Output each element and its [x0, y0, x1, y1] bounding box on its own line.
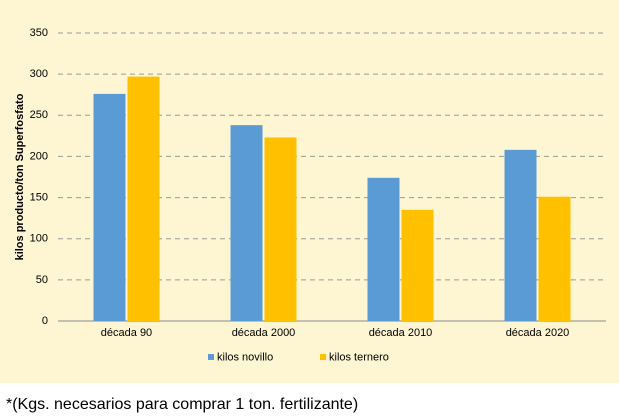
y-tick-label: 250: [30, 109, 48, 121]
y-tick-label: 150: [30, 191, 48, 203]
y-axis-label: kilos producto/ton Superfosfato: [14, 93, 26, 260]
x-tick-label: década 2020: [506, 327, 570, 339]
legend-swatch: [320, 354, 326, 360]
y-tick-label: 300: [30, 68, 48, 80]
legend-swatch: [208, 354, 214, 360]
footnote: *(Kgs. necesarios para comprar 1 ton. fe…: [6, 396, 358, 413]
x-tick-label: década 2000: [232, 327, 296, 339]
bar: [504, 149, 537, 321]
legend-label: kilos ternero: [329, 351, 389, 363]
bar: [264, 137, 297, 321]
bar: [367, 177, 400, 321]
y-tick-label: 350: [30, 27, 48, 39]
bar: [538, 196, 571, 321]
bar: [127, 76, 160, 322]
y-tick-label: 50: [36, 274, 48, 286]
x-tick-label: década 90: [101, 327, 152, 339]
y-tick-label: 0: [42, 315, 48, 327]
y-tick-label: 100: [30, 233, 48, 245]
bar: [230, 125, 263, 321]
y-tick-label: 200: [30, 150, 48, 162]
bar: [401, 209, 434, 321]
x-tick-label: década 2010: [369, 327, 433, 339]
legend-label: kilos novillo: [217, 351, 273, 363]
bar: [93, 93, 126, 322]
